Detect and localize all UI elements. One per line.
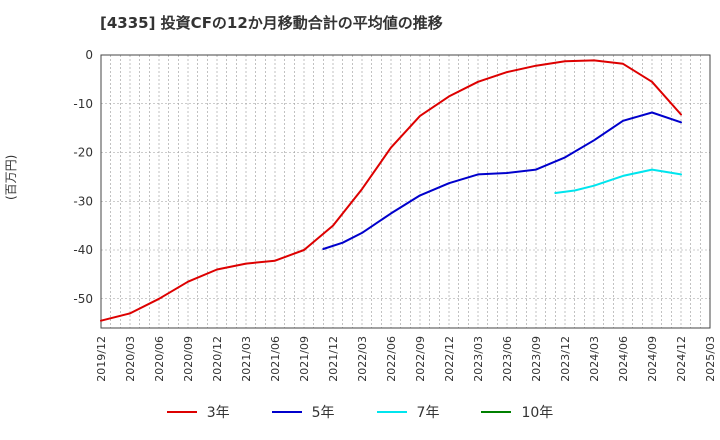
y-tick-label: -20 xyxy=(73,146,93,160)
legend-swatch-5y xyxy=(271,411,302,413)
x-tick-label: 2023/06 xyxy=(501,336,514,382)
x-tick-label: 2024/09 xyxy=(646,336,659,382)
legend-swatch-10y xyxy=(481,411,512,413)
chart-title: [4335] 投資CFの12か月移動合計の平均値の推移 xyxy=(100,14,443,32)
legend-label-10y: 10年 xyxy=(521,405,554,421)
series-line-0 xyxy=(100,59,682,322)
plot-frame xyxy=(100,54,711,329)
legend-label-3y: 3年 xyxy=(206,405,230,421)
x-tick-label: 2022/06 xyxy=(385,336,398,382)
x-tick-label: 2023/09 xyxy=(530,336,543,382)
x-tick-label: 2022/12 xyxy=(443,336,456,382)
legend-label-7y: 7年 xyxy=(416,405,440,421)
legend: 3年 5年 7年 10年 xyxy=(0,402,720,422)
x-tick-label: 2021/03 xyxy=(240,336,253,382)
x-tick-label: 2020/12 xyxy=(211,336,224,382)
legend-label-5y: 5年 xyxy=(311,405,335,421)
series-line-2 xyxy=(554,168,682,194)
x-tick-label: 2020/03 xyxy=(124,336,137,382)
legend-item-10y: 10年 xyxy=(481,402,553,422)
x-tick-label: 2024/12 xyxy=(675,336,688,382)
x-tick-label: 2025/03 xyxy=(704,336,717,382)
x-tick-label: 2022/09 xyxy=(414,336,427,382)
x-tick-label: 2021/09 xyxy=(298,336,311,382)
legend-item-3y: 3年 xyxy=(166,402,230,422)
series-line-1 xyxy=(322,111,682,250)
x-tick-label: 2019/12 xyxy=(95,336,108,382)
x-tick-label: 2024/06 xyxy=(617,336,630,382)
legend-item-7y: 7年 xyxy=(376,402,440,422)
y-tick-label: 0 xyxy=(85,48,93,62)
x-tick-label: 2020/06 xyxy=(153,336,166,382)
y-tick-label: -50 xyxy=(73,292,93,306)
x-tick-label: 2024/03 xyxy=(588,336,601,382)
legend-swatch-3y xyxy=(166,411,197,413)
x-tick-label: 2023/12 xyxy=(559,336,572,382)
y-tick-label: -40 xyxy=(73,243,93,257)
legend-swatch-7y xyxy=(376,411,407,413)
x-tick-label: 2022/03 xyxy=(356,336,369,382)
x-tick-label: 2020/09 xyxy=(182,336,195,382)
legend-item-5y: 5年 xyxy=(271,402,335,422)
x-tick-label: 2023/03 xyxy=(472,336,485,382)
y-tick-label: -30 xyxy=(73,194,93,208)
x-tick-label: 2021/12 xyxy=(327,336,340,382)
x-tick-label: 2021/06 xyxy=(269,336,282,382)
y-tick-label: -10 xyxy=(73,97,93,111)
